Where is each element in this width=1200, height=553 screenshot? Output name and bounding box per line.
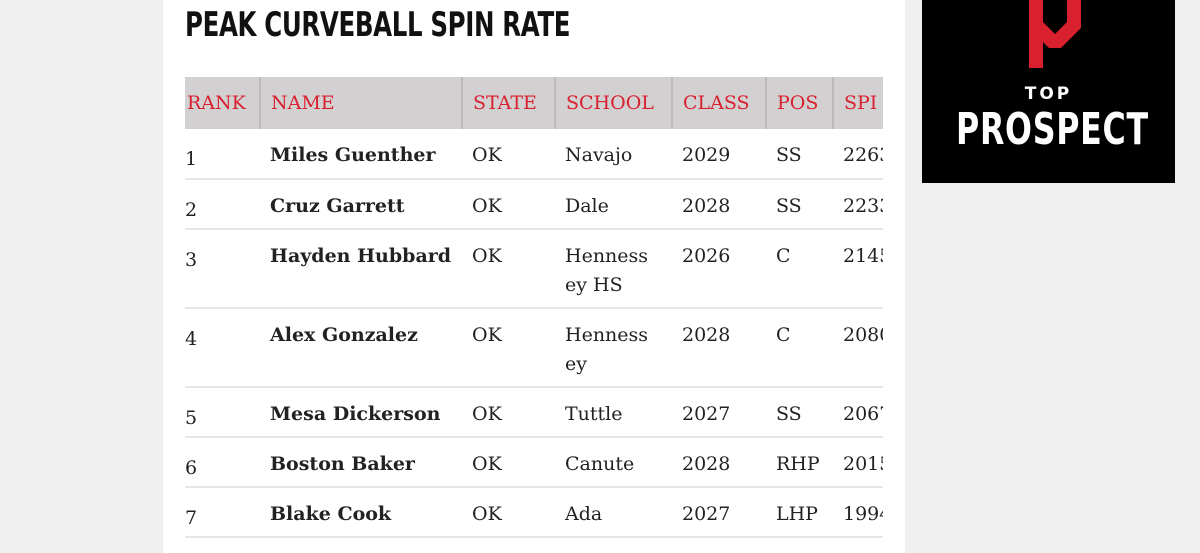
- cell-rank: 4: [185, 308, 260, 388]
- cell-name: Cruz Garrett: [260, 179, 462, 230]
- table-header-row: RANK NAME STATE SCHOOL CLASS POS SPI: [185, 77, 883, 129]
- content-card: PEAK CURVEBALL SPIN RATE RANK NAME STATE…: [163, 0, 905, 553]
- cell-state: OK: [462, 229, 555, 309]
- cell-name: Blake Cook: [260, 487, 462, 538]
- top-prospect-logo-mark-icon: [1029, 0, 1081, 68]
- cell-pos: SS: [766, 129, 833, 180]
- cell-name: Hayden Hubbard: [260, 229, 462, 309]
- cell-spin: 1994: [833, 487, 883, 538]
- cell-name: Miles Guenther: [260, 129, 462, 180]
- cell-rank: 3: [185, 229, 260, 309]
- cell-rank: 5: [185, 387, 260, 438]
- column-header-spin[interactable]: SPI: [833, 77, 883, 129]
- table-row: 3 Hayden Hubbard OK Hennessey HS 2026 C …: [185, 229, 883, 309]
- table-row: 6 Boston Baker OK Canute 2028 RHP 2015: [185, 437, 883, 488]
- cell-class: 2026: [672, 229, 766, 309]
- cell-school: Hennessey HS: [555, 229, 672, 309]
- table-row: 1 Miles Guenther OK Navajo 2029 SS 2263: [185, 129, 883, 180]
- column-header-rank[interactable]: RANK: [185, 77, 261, 129]
- logo-text-prospect: PROSPECT: [956, 104, 1149, 155]
- cell-class: 2029: [672, 129, 766, 180]
- cell-spin: 2263: [833, 129, 883, 180]
- cell-rank: 2: [185, 179, 260, 230]
- cell-rank: 1: [185, 129, 260, 180]
- cell-spin: 2067: [833, 387, 883, 438]
- column-header-state[interactable]: STATE: [462, 77, 556, 129]
- cell-name: Alex Gonzalez: [260, 308, 462, 388]
- logo-text-top: TOP: [1024, 84, 1073, 104]
- cell-state: OK: [462, 387, 555, 438]
- cell-spin: 2080: [833, 308, 883, 388]
- top-prospect-logo[interactable]: TOP PROSPECT: [922, 0, 1175, 183]
- spin-rate-table: RANK NAME STATE SCHOOL CLASS POS SPI 1 M…: [185, 77, 883, 538]
- cell-pos: LHP: [766, 487, 833, 538]
- cell-pos: C: [766, 308, 833, 388]
- table-row: 5 Mesa Dickerson OK Tuttle 2027 SS 2067: [185, 387, 883, 438]
- cell-school: Dale: [555, 179, 672, 230]
- cell-pos: RHP: [766, 437, 833, 488]
- cell-pos: SS: [766, 387, 833, 438]
- cell-pos: SS: [766, 179, 833, 230]
- cell-spin: 2145: [833, 229, 883, 309]
- table-row: 4 Alex Gonzalez OK Hennessey 2028 C 2080: [185, 308, 883, 388]
- page-title: PEAK CURVEBALL SPIN RATE: [185, 5, 571, 45]
- cell-school: Navajo: [555, 129, 672, 180]
- cell-class: 2027: [672, 387, 766, 438]
- cell-school: Hennessey: [555, 308, 672, 388]
- column-header-school[interactable]: SCHOOL: [555, 77, 673, 129]
- cell-class: 2028: [672, 308, 766, 388]
- cell-rank: 6: [185, 437, 260, 488]
- cell-school: Tuttle: [555, 387, 672, 438]
- cell-state: OK: [462, 437, 555, 488]
- cell-name: Mesa Dickerson: [260, 387, 462, 438]
- cell-class: 2028: [672, 437, 766, 488]
- cell-state: OK: [462, 129, 555, 180]
- cell-name: Boston Baker: [260, 437, 462, 488]
- cell-state: OK: [462, 487, 555, 538]
- cell-school: Ada: [555, 487, 672, 538]
- cell-pos: C: [766, 229, 833, 309]
- column-header-class[interactable]: CLASS: [672, 77, 767, 129]
- cell-school: Canute: [555, 437, 672, 488]
- column-header-name[interactable]: NAME: [260, 77, 463, 129]
- cell-class: 2027: [672, 487, 766, 538]
- cell-rank: 7: [185, 487, 260, 538]
- cell-state: OK: [462, 179, 555, 230]
- cell-spin: 2015: [833, 437, 883, 488]
- cell-state: OK: [462, 308, 555, 388]
- table-row: 7 Blake Cook OK Ada 2027 LHP 1994: [185, 487, 883, 538]
- table-scroll-container[interactable]: RANK NAME STATE SCHOOL CLASS POS SPI 1 M…: [185, 77, 883, 553]
- column-header-pos[interactable]: POS: [766, 77, 834, 129]
- cell-class: 2028: [672, 179, 766, 230]
